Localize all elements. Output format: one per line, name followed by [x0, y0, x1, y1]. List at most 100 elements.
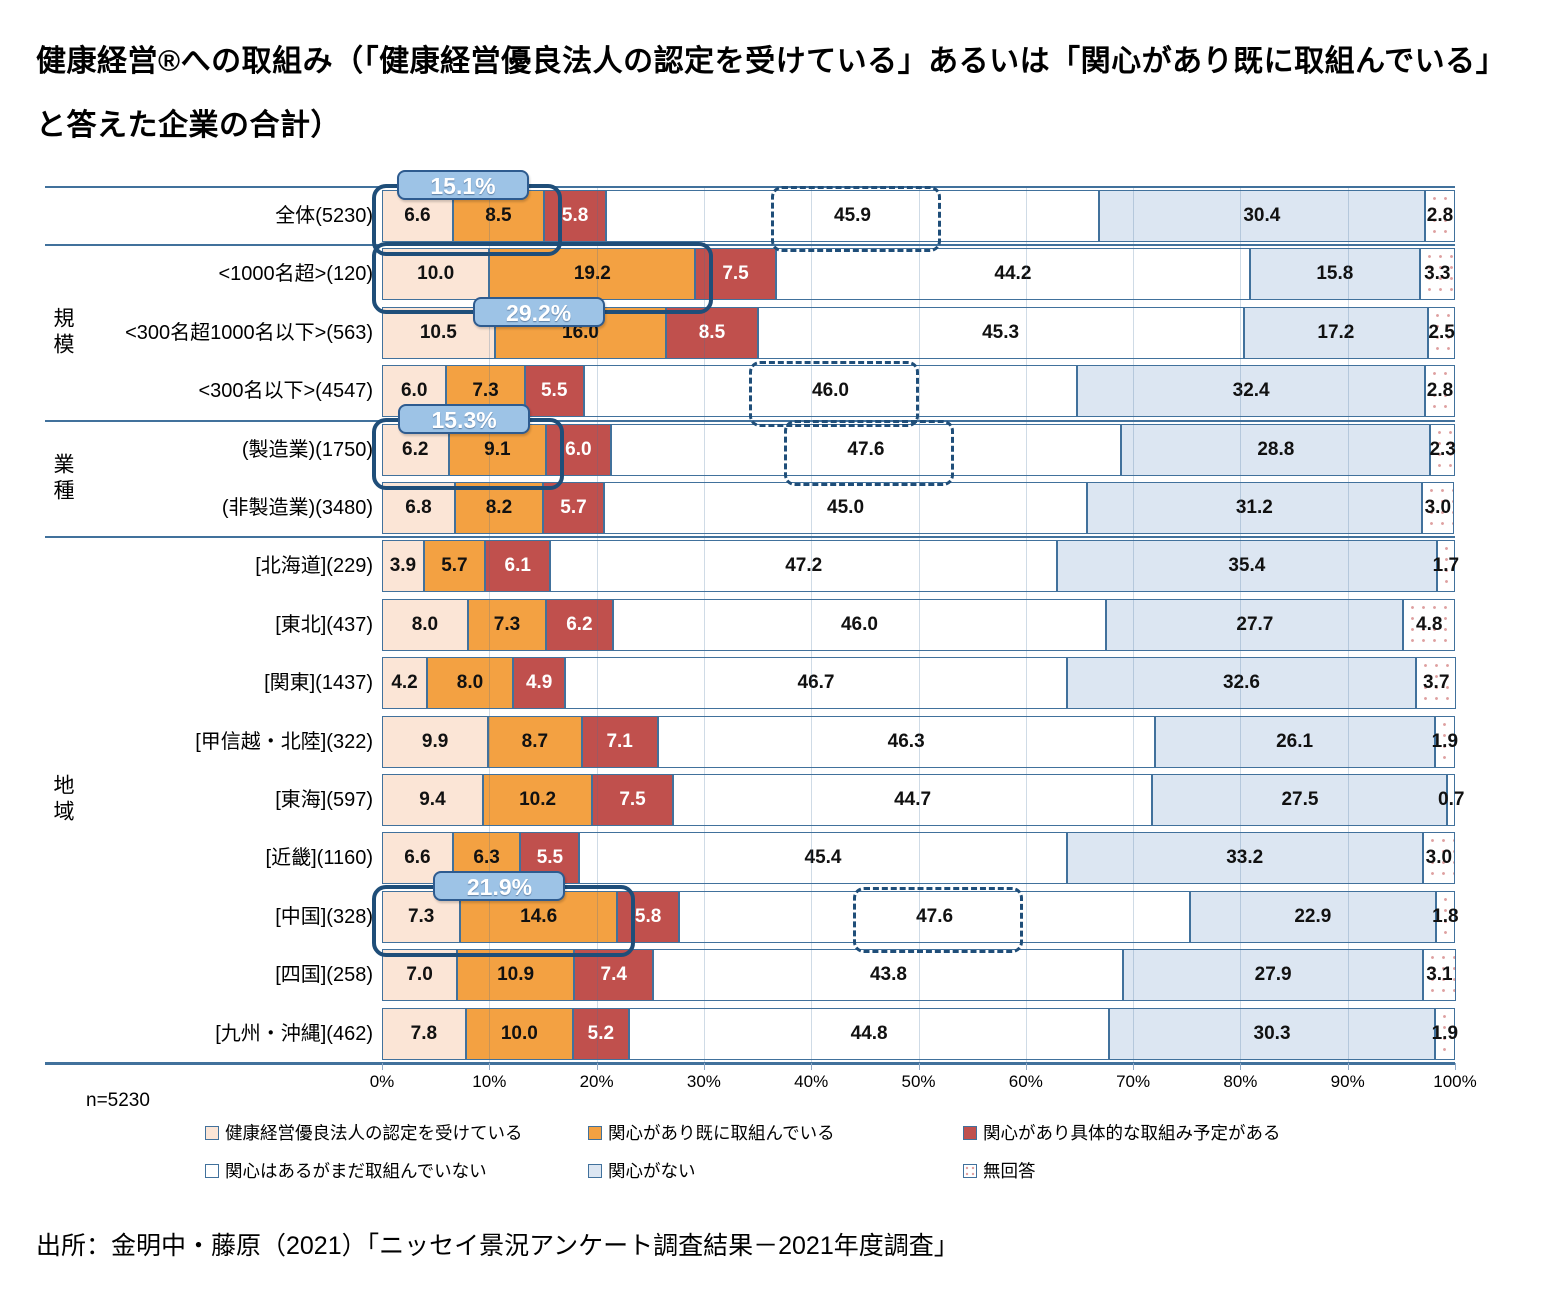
bar-value-label: 2.8 [1426, 380, 1454, 402]
bar-value-label: 7.3 [407, 905, 435, 927]
bar-segment: 8.0 [427, 657, 513, 710]
axis-tick-label: 90% [1330, 1072, 1365, 1091]
bar-value-label: 8.2 [485, 497, 513, 518]
bar-segment: 47.6 [679, 890, 1190, 943]
bar-segment: 1.9 [1432, 715, 1458, 768]
legend-swatch [963, 1125, 977, 1140]
row-label: [中国](328) [275, 905, 373, 928]
axis-tick [1455, 1063, 1456, 1070]
row-label: <300名以下>(4547) [198, 380, 373, 403]
bar-segment: 46.7 [565, 657, 1067, 710]
bar-value-label: 6.0 [565, 438, 592, 460]
bar-value-label: 10.2 [519, 789, 557, 810]
bar-segment: 9.4 [382, 774, 483, 826]
bar-value-label: 44.2 [994, 263, 1032, 285]
bar-value-label: 44.8 [850, 1022, 888, 1044]
group-label: 規模 [51, 306, 74, 359]
bar-segment: 9.1 [448, 423, 547, 476]
bar-value-label: 7.3 [493, 613, 521, 635]
bar-segment: 30.4 [1098, 190, 1425, 242]
bar-value-label: 6.8 [405, 497, 432, 518]
bar-value-label: 19.2 [573, 263, 611, 285]
bar-segment: 2.8 [1424, 190, 1455, 242]
group-label: 地域 [51, 774, 74, 827]
bar-segment: 10.9 [457, 949, 575, 1002]
bar-value-label: 8.0 [456, 672, 484, 694]
bar-value-label: 1.9 [1431, 1022, 1459, 1044]
bar-value-label: 16.0 [562, 321, 599, 343]
bar-segment: 2.8 [1424, 365, 1455, 418]
bar-segment: 0.7 [1438, 774, 1464, 826]
bar-value-label: 46.0 [812, 380, 849, 402]
bar-value-label: 10.9 [497, 964, 535, 986]
bar-value-label: 22.9 [1294, 905, 1332, 927]
bar-value-label: 32.6 [1222, 672, 1260, 694]
bar-segment: 10.2 [482, 774, 593, 826]
legend-label: 無回答 [983, 1161, 1036, 1181]
bar-value-label: 6.6 [404, 205, 431, 226]
bar-value-label: 3.9 [389, 555, 417, 577]
bar-segment: 2.3 [1429, 423, 1456, 476]
bar-segment: 4.2 [382, 657, 428, 710]
bar-segment: 44.7 [672, 774, 1153, 826]
gridline [1240, 187, 1242, 1063]
bar-value-label: 0.7 [1438, 789, 1465, 810]
bar-segment: 47.2 [550, 540, 1057, 593]
callout-badge: 15.1% [397, 170, 529, 200]
bar-segment: 7.5 [695, 248, 776, 301]
bar-segment: 4.8 [1403, 598, 1455, 651]
axis-tick [918, 1063, 920, 1070]
dashed-highlight-box [852, 886, 1023, 953]
bar-value-label: 17.2 [1317, 321, 1355, 343]
bar-value-label: 27.9 [1254, 964, 1292, 986]
bar-segment: 8.5 [666, 306, 758, 359]
legend-label: 関心はあるがまだ取組んでいない [225, 1161, 487, 1181]
row-label: <1000名超>(120) [218, 263, 373, 286]
legend-item: 関心があり具体的な取組み予定がある [963, 1120, 1281, 1145]
bar-segment: 46.0 [612, 598, 1107, 651]
gridline [811, 187, 813, 1063]
bar-segment: 31.2 [1086, 482, 1422, 534]
bar-segment: 6.2 [546, 598, 613, 651]
bar-value-label: 46.7 [797, 672, 835, 694]
bar-segment: 10.0 [465, 1007, 573, 1060]
legend-label: 関心があり具体的な取組み予定がある [983, 1123, 1281, 1143]
bar-value-label: 6.6 [404, 847, 431, 869]
axis-tick-label: 20% [579, 1072, 614, 1091]
legend-label: 関心がない [608, 1161, 696, 1181]
gridline [1347, 187, 1349, 1063]
bar-segment: 6.8 [382, 482, 455, 534]
row-label: [関東](1437) [264, 672, 373, 695]
axis-tick [1347, 1063, 1349, 1070]
bar-value-label: 33.2 [1226, 847, 1264, 869]
bar-value-label: 14.6 [520, 905, 558, 927]
bar-value-label: 3.0 [1425, 847, 1453, 869]
legend-item: 関心があり既に取組んでいる [588, 1120, 835, 1145]
bar-value-label: 4.2 [391, 672, 418, 694]
bar-value-label: 6.2 [402, 438, 429, 460]
bar-value-label: 27.7 [1236, 613, 1274, 635]
bar-segment: 44.8 [628, 1007, 1110, 1060]
bar-value-label: 45.3 [982, 321, 1020, 343]
legend-label: 健康経営優良法人の認定を受けている [225, 1123, 523, 1143]
bar-value-label: 2.5 [1428, 321, 1455, 343]
bar-value-label: 5.2 [587, 1022, 615, 1044]
legend-item: 健康経営優良法人の認定を受けている [205, 1120, 523, 1145]
bar-value-label: 6.3 [473, 847, 500, 869]
bar-value-label: 1.7 [1432, 555, 1460, 577]
gridline [489, 187, 491, 1063]
group-label: 業種 [51, 452, 74, 505]
bar-segment: 27.9 [1123, 949, 1423, 1002]
bar-segment: 46.0 [583, 365, 1078, 418]
bar-segment: 17.2 [1243, 306, 1429, 359]
bar-segment: 5.8 [616, 890, 680, 943]
axis-tick [703, 1063, 705, 1070]
legend-label: 関心があり既に取組んでいる [608, 1123, 835, 1143]
bar-segment: 6.1 [485, 540, 551, 593]
bar-value-label: 7.0 [406, 964, 433, 986]
bar-value-label: 43.8 [869, 964, 907, 986]
separator-line [45, 1062, 1455, 1065]
row-label: [甲信越・北陸](322) [195, 730, 373, 753]
axis-tick [489, 1063, 491, 1070]
axis-tick [811, 1063, 813, 1070]
